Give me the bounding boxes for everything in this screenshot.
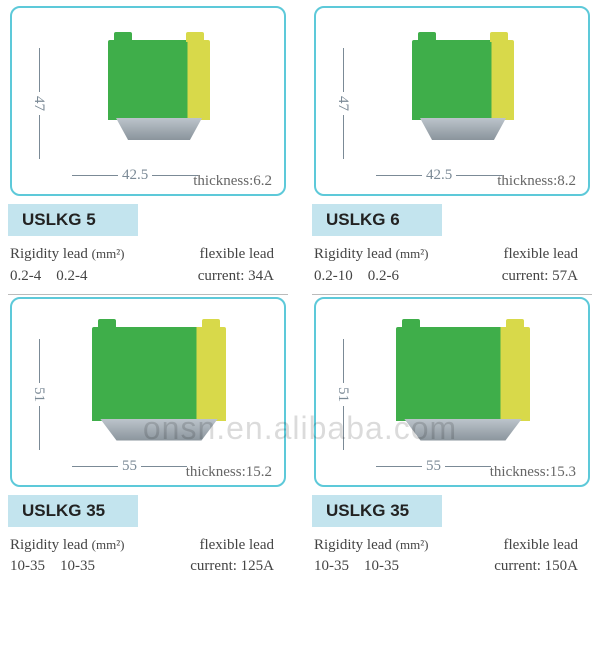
dim-width: 42.5 [372, 167, 506, 184]
thickness-label: thickness:8.2 [497, 173, 576, 190]
current-head: current: [198, 268, 245, 284]
spec-block-1: Rigidity lead (mm²) flexible lead 0.2-10… [312, 236, 592, 295]
cell-diagram-2: 51 55 thickness:15.2 [8, 295, 288, 489]
flexible-head: flexible lead [199, 244, 288, 266]
spec-block-3: Rigidity lead (mm²) flexible lead 10-35 … [312, 527, 592, 585]
flexible-val: 0.2-6 [368, 268, 399, 284]
catalog-grid: 47 42.5 thickness:6.2 47 42.5 thickness:… [0, 0, 600, 588]
model-label: USLKG 35 [312, 495, 442, 527]
dim-height: 51 [30, 335, 47, 454]
unit: (mm²) [396, 246, 429, 261]
dim-height-val: 51 [31, 387, 47, 402]
dim-height: 47 [30, 44, 47, 163]
dim-width: 55 [68, 458, 191, 475]
current-head: current: [494, 558, 541, 574]
label-row-0: USLKG 5 [8, 198, 288, 236]
diagram-box: 51 55 thickness:15.2 [10, 297, 286, 487]
current-val: 150A [545, 558, 578, 574]
model-label: USLKG 6 [312, 204, 442, 236]
unit: (mm²) [396, 537, 429, 552]
model-label: USLKG 5 [8, 204, 138, 236]
rigidity-head: Rigidity lead [10, 246, 88, 262]
rigidity-head: Rigidity lead [314, 246, 392, 262]
rigidity-val: 0.2-4 [10, 268, 41, 284]
rigidity-head: Rigidity lead [314, 537, 392, 553]
label-row-1: USLKG 6 [312, 198, 592, 236]
dim-height: 51 [334, 335, 351, 454]
spec-block-0: Rigidity lead (mm²) flexible lead 0.2-4 … [8, 236, 288, 295]
dim-width-val: 55 [122, 458, 137, 474]
flexible-val: 0.2-4 [56, 268, 87, 284]
label-row-2: USLKG 35 [8, 489, 288, 527]
rigidity-head: Rigidity lead [10, 537, 88, 553]
cell-diagram-3: 51 55 thickness:15.3 [312, 295, 592, 489]
dim-height-val: 47 [31, 96, 47, 111]
flexible-head: flexible lead [503, 535, 592, 557]
rigidity-val: 10-35 [10, 558, 45, 574]
unit: (mm²) [92, 246, 125, 261]
thickness-label: thickness:6.2 [193, 173, 272, 190]
flexible-head: flexible lead [199, 535, 288, 557]
current-val: 34A [248, 268, 274, 284]
dim-width-val: 42.5 [122, 167, 148, 183]
thickness-label: thickness:15.2 [186, 464, 272, 481]
unit: (mm²) [92, 537, 125, 552]
cell-diagram-0: 47 42.5 thickness:6.2 [8, 4, 288, 198]
dim-height-val: 47 [335, 96, 351, 111]
rigidity-val: 0.2-10 [314, 268, 353, 284]
terminal-illustration [404, 30, 522, 148]
dim-height-val: 51 [335, 387, 351, 402]
flexible-head: flexible lead [503, 244, 592, 266]
diagram-box: 47 42.5 thickness:6.2 [10, 6, 286, 196]
diagram-box: 51 55 thickness:15.3 [314, 297, 590, 487]
terminal-illustration [84, 317, 234, 449]
diagram-box: 47 42.5 thickness:8.2 [314, 6, 590, 196]
dim-width-val: 55 [426, 458, 441, 474]
cell-diagram-1: 47 42.5 thickness:8.2 [312, 4, 592, 198]
current-head: current: [502, 268, 549, 284]
current-val: 57A [552, 268, 578, 284]
thickness-label: thickness:15.3 [490, 464, 576, 481]
terminal-illustration [100, 30, 218, 148]
current-val: 125A [241, 558, 274, 574]
flexible-val: 10-35 [364, 558, 399, 574]
current-head: current: [190, 558, 237, 574]
spec-block-2: Rigidity lead (mm²) flexible lead 10-35 … [8, 527, 288, 585]
dim-height: 47 [334, 44, 351, 163]
dim-width-val: 42.5 [426, 167, 452, 183]
model-label: USLKG 35 [8, 495, 138, 527]
flexible-val: 10-35 [60, 558, 95, 574]
dim-width: 55 [372, 458, 495, 475]
rigidity-val: 10-35 [314, 558, 349, 574]
label-row-3: USLKG 35 [312, 489, 592, 527]
terminal-illustration [388, 317, 538, 449]
dim-width: 42.5 [68, 167, 202, 184]
